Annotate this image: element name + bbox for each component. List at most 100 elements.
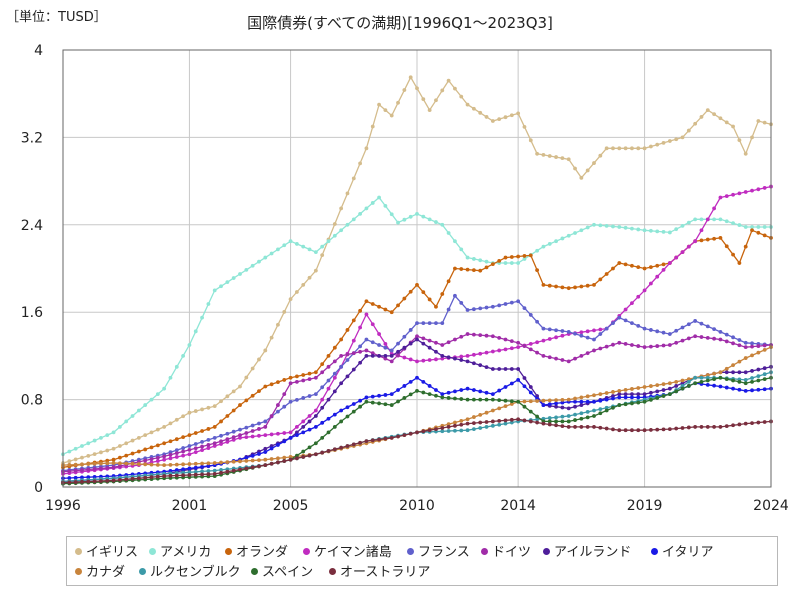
data-point xyxy=(648,428,653,432)
data-point xyxy=(250,366,255,371)
data-point xyxy=(326,449,331,453)
data-point xyxy=(351,409,356,414)
data-point xyxy=(737,359,742,364)
data-point xyxy=(743,151,748,156)
x-tick-label: 2024 xyxy=(753,498,789,514)
data-point xyxy=(509,399,514,404)
data-point xyxy=(554,155,558,159)
data-point xyxy=(541,403,546,407)
data-point xyxy=(434,220,438,224)
data-point xyxy=(269,457,274,461)
data-point xyxy=(187,462,192,466)
data-point xyxy=(579,333,584,338)
data-point xyxy=(200,448,204,453)
data-point xyxy=(364,146,369,151)
data-point xyxy=(238,427,242,432)
legend-label: オランダ xyxy=(236,545,289,560)
data-point xyxy=(73,468,78,473)
data-point xyxy=(579,175,584,180)
data-point xyxy=(402,384,407,388)
data-point xyxy=(636,265,641,270)
data-point xyxy=(174,451,179,456)
data-point xyxy=(351,318,356,323)
data-point xyxy=(421,390,426,395)
data-point xyxy=(200,461,204,466)
data-point xyxy=(263,433,268,438)
data-point xyxy=(516,254,521,259)
data-point xyxy=(168,439,173,444)
data-point xyxy=(680,325,685,330)
data-point xyxy=(611,405,615,410)
data-point xyxy=(712,371,717,376)
data-point xyxy=(294,242,299,246)
data-point xyxy=(724,370,729,375)
data-point xyxy=(516,340,521,345)
data-point xyxy=(528,347,533,352)
data-point xyxy=(294,374,299,379)
data-point xyxy=(674,384,679,388)
data-point xyxy=(750,353,754,358)
data-point xyxy=(446,390,451,395)
data-point xyxy=(358,349,363,354)
data-point xyxy=(490,119,495,123)
data-point xyxy=(86,467,91,472)
data-point xyxy=(497,367,502,371)
data-point xyxy=(503,421,508,426)
data-point xyxy=(313,452,318,457)
data-point xyxy=(642,345,647,350)
data-point xyxy=(124,477,129,482)
data-point xyxy=(396,341,400,346)
data-point xyxy=(212,435,217,440)
data-point xyxy=(301,396,306,400)
data-point xyxy=(225,437,230,442)
data-point xyxy=(257,357,261,362)
data-point xyxy=(547,242,552,246)
data-point xyxy=(421,336,426,341)
data-point xyxy=(162,457,167,462)
data-point xyxy=(705,378,710,383)
data-point xyxy=(434,388,438,392)
data-point xyxy=(174,417,179,422)
data-point xyxy=(762,387,767,392)
data-point xyxy=(724,194,729,199)
data-point xyxy=(535,319,540,324)
legend-label: オーストラリア xyxy=(340,565,431,580)
data-point xyxy=(522,418,527,423)
data-point xyxy=(181,414,186,419)
data-point xyxy=(661,262,666,267)
data-point xyxy=(535,340,540,345)
legend-item: フランス xyxy=(407,541,470,560)
data-point xyxy=(560,419,565,424)
data-point xyxy=(427,345,432,350)
data-point xyxy=(478,412,483,417)
data-point xyxy=(699,335,704,339)
data-point xyxy=(471,427,476,431)
data-point xyxy=(705,108,710,112)
data-point xyxy=(339,381,344,386)
data-point xyxy=(231,468,236,473)
data-point xyxy=(636,323,641,328)
data-point xyxy=(636,428,641,433)
data-point xyxy=(181,449,186,454)
data-point xyxy=(339,206,344,211)
data-point xyxy=(598,346,603,351)
data-point xyxy=(737,387,742,392)
data-point xyxy=(244,466,249,471)
data-point xyxy=(465,386,470,391)
data-point xyxy=(680,135,685,140)
data-point xyxy=(585,415,590,420)
data-point xyxy=(282,455,287,460)
data-point xyxy=(219,468,223,472)
data-point xyxy=(484,259,489,264)
data-point xyxy=(294,433,299,438)
data-point xyxy=(174,462,179,467)
data-point xyxy=(257,433,261,438)
data-point xyxy=(737,138,742,143)
data-point xyxy=(712,206,717,211)
data-point xyxy=(396,434,400,439)
data-point xyxy=(377,354,381,358)
data-point xyxy=(471,332,476,337)
data-point xyxy=(307,275,312,280)
data-point xyxy=(231,435,236,440)
data-point xyxy=(604,223,609,228)
